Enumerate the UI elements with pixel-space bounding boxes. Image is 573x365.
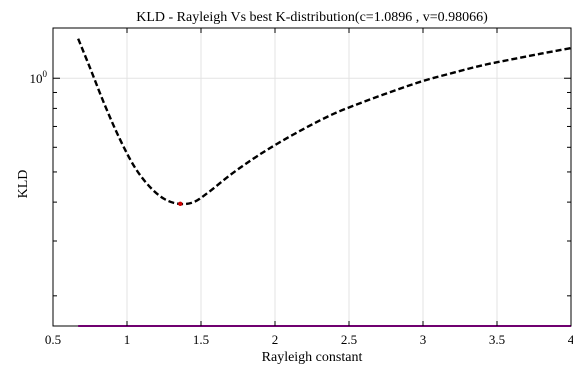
minimum-marker xyxy=(178,201,183,207)
x-tick-label: 3.5 xyxy=(489,332,505,347)
x-tick-label: 3 xyxy=(420,332,427,347)
x-tick-label: 4 xyxy=(568,332,573,347)
x-tick-labels: 0.5 1 1.5 2 2.5 3 3.5 4 xyxy=(45,332,573,347)
x-tick-label: 0.5 xyxy=(45,332,61,347)
axis-ticks xyxy=(52,28,572,326)
kld-curve xyxy=(77,38,572,206)
y-tick-labels: 100 xyxy=(30,69,48,86)
x-tick-label: 1.5 xyxy=(193,332,209,347)
grid-lines xyxy=(53,28,571,326)
y-axis-label: KLD xyxy=(16,170,31,199)
x-axis-label: Rayleigh constant xyxy=(262,350,363,365)
x-tick-label: 2.5 xyxy=(341,332,357,347)
x-tick-label: 1 xyxy=(124,332,131,347)
x-tick-label: 2 xyxy=(272,332,279,347)
chart-title: KLD - Rayleigh Vs best K-distribution(c=… xyxy=(136,10,488,25)
plot-frame xyxy=(52,27,572,327)
y-tick-label: 100 xyxy=(30,69,48,86)
